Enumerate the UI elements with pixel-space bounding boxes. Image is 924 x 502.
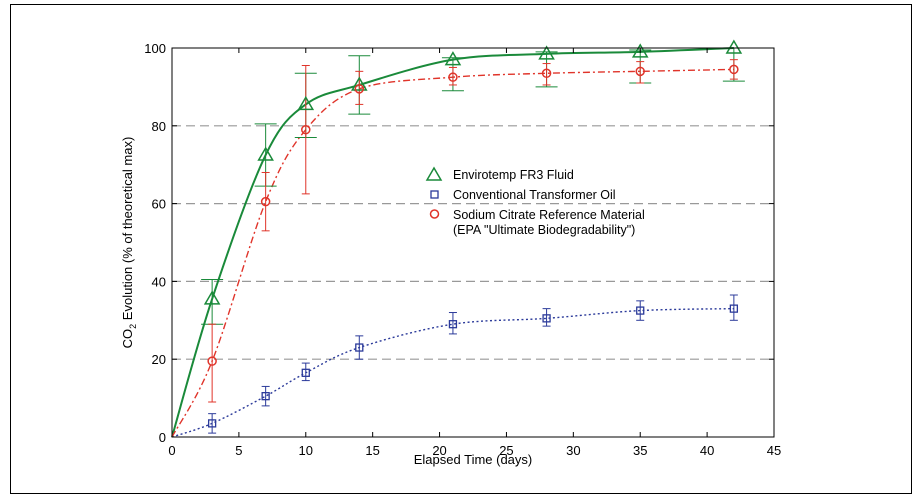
circle-marker	[260, 196, 271, 207]
triangle-marker	[631, 43, 649, 58]
triangle-marker	[444, 51, 462, 66]
legend-triangle-marker	[425, 166, 443, 181]
circle-marker	[301, 124, 311, 135]
x-tick-label: 10	[299, 443, 313, 458]
triangle-marker	[203, 290, 221, 305]
y-tick-label: 0	[159, 430, 166, 445]
x-tick-label: 0	[168, 443, 175, 458]
legend-square-marker	[430, 190, 439, 199]
legend: Envirotemp FR3 Fluid Conventional Transf…	[425, 166, 645, 237]
circle-marker	[541, 68, 552, 79]
triangle-marker	[350, 76, 368, 91]
triangle-marker	[257, 146, 274, 161]
square-marker	[729, 304, 739, 313]
legend-label-sodium-citrate: Sodium Citrate Reference Material	[453, 208, 645, 222]
legend-label-fr3: Envirotemp FR3 Fluid	[453, 168, 574, 182]
square-marker	[542, 314, 551, 323]
triangle-marker	[538, 45, 555, 60]
legend-label-transformer-oil: Conventional Transformer Oil	[453, 188, 616, 202]
legend-circle-marker	[429, 209, 440, 219]
gridlines	[172, 125, 774, 360]
circle-marker	[635, 66, 645, 77]
x-tick-label: 35	[633, 443, 647, 458]
y-tick-label: 60	[152, 197, 166, 212]
y-axis-label-suffix: Evolution (% of theoretical max)	[120, 137, 135, 324]
y-axis-label: CO2 Evolution (% of theoretical max)	[120, 137, 138, 349]
x-tick-label: 20	[432, 443, 446, 458]
y-tick-label: 20	[152, 352, 166, 367]
legend-label-sodium-citrate-line2: (EPA "Ultimate Biodegradability")	[453, 223, 635, 237]
fit-curve-series-2	[171, 68, 734, 438]
triangle-marker	[297, 95, 315, 111]
axis-ticks	[171, 47, 775, 438]
x-tick-label: 25	[499, 443, 513, 458]
chart-frame	[10, 4, 912, 494]
circle-marker	[448, 72, 458, 82]
square-marker	[301, 368, 310, 377]
y-tick-label: 80	[152, 119, 166, 134]
fit-curve-series-0	[171, 47, 734, 438]
circle-marker	[354, 84, 365, 94]
y-tick-label: 40	[152, 274, 166, 289]
x-tick-label: 15	[365, 443, 379, 458]
triangle-marker	[725, 39, 743, 54]
error-bars	[201, 47, 745, 434]
x-tick-label: 40	[700, 443, 714, 458]
square-marker	[448, 320, 458, 329]
square-marker	[261, 392, 270, 401]
y-axis-label-prefix: CO	[120, 329, 135, 349]
y-axis-label-subscript: 2	[128, 324, 138, 329]
x-tick-label: 45	[767, 443, 781, 458]
legend-item-sodium-citrate: Sodium Citrate Reference Material (EPA "…	[429, 208, 645, 237]
square-marker	[207, 419, 217, 428]
legend-item-transformer-oil: Conventional Transformer Oil	[430, 188, 616, 202]
circle-marker	[207, 356, 217, 366]
fit-curves	[171, 47, 734, 438]
circle-marker	[729, 64, 739, 75]
square-marker	[636, 306, 645, 315]
tick-labels: 0 5 10 15 20 25 30 35 40 45 0 20 40 60 80 100	[144, 41, 781, 458]
legend-item-fr3: Envirotemp FR3 Fluid	[425, 166, 574, 182]
x-tick-label: 30	[566, 443, 580, 458]
y-tick-label: 100	[144, 41, 166, 56]
x-tick-label: 5	[235, 443, 242, 458]
x-axis-label: Elapsed Time (days)	[414, 452, 533, 467]
plot-area-border	[171, 47, 775, 438]
fit-curve-series-1	[171, 307, 734, 438]
square-marker	[355, 343, 364, 352]
data-markers	[203, 39, 743, 428]
